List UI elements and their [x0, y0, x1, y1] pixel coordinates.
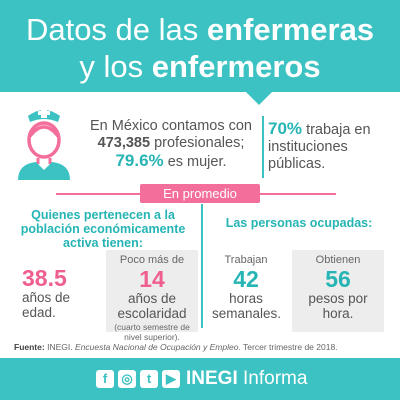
- divider-vertical-bottom: [201, 204, 203, 328]
- stat-hours-label: horas semanales.: [212, 291, 282, 321]
- inegi-informa-brand: INEGI Informa: [186, 368, 308, 389]
- facebook-icon[interactable]: f: [96, 370, 114, 388]
- intro-text: En México contamos con 473,385 profesion…: [90, 118, 252, 170]
- footer-bar: f ◎ t ▶ INEGI Informa: [0, 358, 400, 400]
- average-label: En promedio: [140, 184, 260, 203]
- youtube-icon[interactable]: ▶: [162, 370, 180, 388]
- stat-pay: Obtienen 56 pesos por hora.: [292, 250, 384, 332]
- employed-heading: Las personas ocupadas:: [225, 216, 373, 230]
- stat-schooling-label: años de escolaridad: [117, 291, 187, 321]
- stat-age-label: años de edad.: [22, 290, 71, 320]
- divider-vertical-top: [262, 116, 264, 178]
- stat-pay-value: 56: [325, 266, 351, 292]
- economically-active-heading: Quienes pertenecen a la población económ…: [20, 208, 186, 250]
- instagram-icon[interactable]: ◎: [118, 370, 136, 388]
- stat-hours: Trabajan 42 horas semanales.: [212, 250, 282, 321]
- public-sector-text: 70% trabaja en instituciones públicas.: [268, 119, 371, 172]
- title-line-1: Datos de las enfermeras: [25, 12, 375, 47]
- header-banner: Datos de las enfermeras y los enfermeros: [0, 0, 400, 92]
- stat-schooling-value: 14: [139, 266, 165, 292]
- stat-hours-prefix: Trabajan: [224, 254, 268, 266]
- stat-hours-value: 42: [233, 266, 259, 292]
- stat-schooling-note: (cuarto semestre de nivel superior).: [114, 322, 190, 342]
- source-note: Fuente: INEGI. Encuesta Nacional de Ocup…: [14, 342, 338, 352]
- stat-pay-label: pesos por hora.: [308, 291, 368, 321]
- banner-notch: [246, 92, 272, 105]
- stat-schooling-prefix: Poco más de: [119, 254, 185, 266]
- title-line-2: y los enfermeros: [79, 49, 321, 84]
- stat-schooling: Poco más de 14 años de escolaridad (cuar…: [106, 250, 198, 342]
- stat-age: 38.5 años de edad.: [22, 266, 88, 320]
- twitter-icon[interactable]: t: [140, 370, 158, 388]
- stat-pay-prefix: Obtienen: [315, 254, 361, 266]
- stat-age-value: 38.5: [22, 265, 67, 291]
- nurse-icon: [18, 108, 70, 180]
